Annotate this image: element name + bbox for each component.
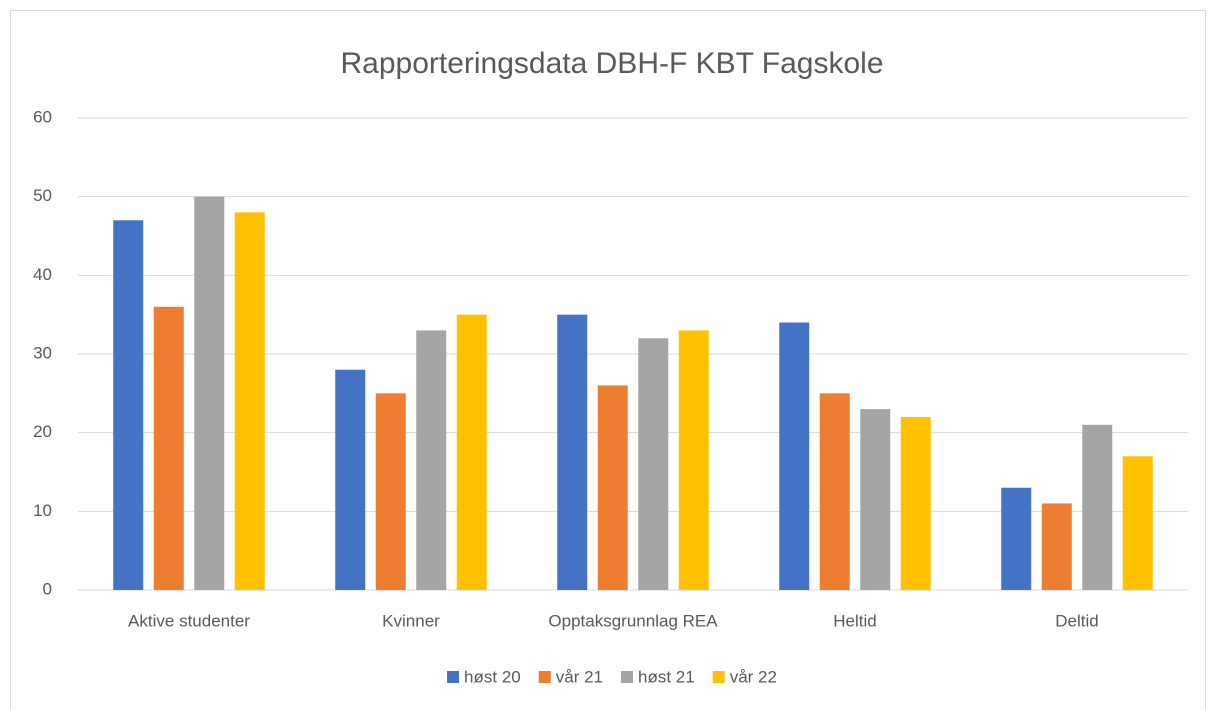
bar [1082, 424, 1113, 590]
legend-label: vår 22 [730, 667, 777, 686]
chart-border [10, 10, 1206, 709]
legend-swatch [621, 671, 633, 683]
bar [375, 393, 406, 590]
y-tick-label: 20 [33, 422, 52, 441]
y-tick-label: 10 [33, 501, 52, 520]
y-tick-label: 40 [33, 265, 52, 284]
bar [900, 416, 931, 590]
legend-label: høst 20 [464, 667, 521, 686]
x-tick-label: Aktive studenter [128, 611, 250, 630]
y-tick-label: 30 [33, 343, 52, 362]
chart-title: Rapporteringsdata DBH-F KBT Fagskole [340, 47, 883, 80]
y-tick-label: 0 [43, 579, 52, 598]
bar [234, 212, 265, 590]
x-tick-label: Deltid [1055, 611, 1098, 630]
legend-label: høst 21 [638, 667, 695, 686]
bar [678, 330, 709, 590]
bar [819, 393, 850, 590]
bar [1001, 487, 1032, 590]
bar [1122, 456, 1153, 590]
y-tick-label: 60 [33, 107, 52, 126]
bar [860, 409, 891, 590]
legend-swatch [538, 671, 551, 683]
bar [1041, 503, 1072, 590]
bar [597, 385, 628, 590]
bar [638, 338, 669, 590]
legend-swatch [712, 671, 725, 683]
bar [416, 330, 447, 590]
bar [456, 314, 487, 590]
bar [779, 322, 810, 590]
x-tick-label: Opptaksgrunnlag REA [548, 611, 718, 630]
bar [153, 306, 184, 590]
x-tick-label: Heltid [833, 611, 876, 630]
bar [194, 196, 225, 590]
bar [113, 220, 144, 590]
x-tick-label: Kvinner [382, 611, 440, 630]
bar [335, 369, 366, 590]
bar [557, 314, 588, 590]
legend-label: vår 21 [556, 667, 603, 686]
y-tick-label: 50 [33, 186, 52, 205]
legend-swatch [447, 671, 460, 683]
